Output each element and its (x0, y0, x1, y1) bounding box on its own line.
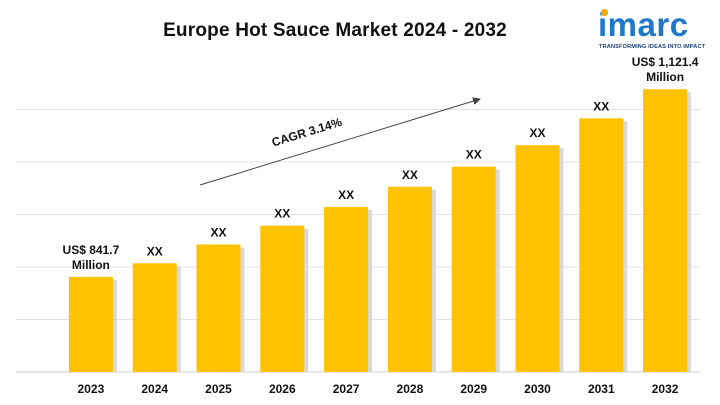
bar-2031 (579, 118, 624, 372)
data-label: US$ 841.7 (63, 243, 120, 257)
x-tick-label: 2025 (205, 382, 232, 396)
bar-2024 (132, 263, 177, 372)
imarc-logo: imarc TRANSFORMING IDEAS INTO IMPACT (598, 6, 716, 56)
x-tick-label: 2032 (652, 382, 679, 396)
data-label: XX (147, 244, 163, 258)
bar-2027 (324, 206, 369, 372)
x-tick-label: 2030 (524, 382, 551, 396)
logo-wordmark: imarc (598, 6, 689, 43)
bar-2023 (68, 276, 113, 372)
data-label: Million (646, 70, 684, 84)
x-tick-label: 2027 (333, 382, 360, 396)
logo-dot-icon (601, 9, 608, 16)
bar-2028 (387, 186, 432, 372)
x-tick-label: 2028 (397, 382, 424, 396)
bar-2029 (451, 166, 496, 372)
logo-tagline: TRANSFORMING IDEAS INTO IMPACT (599, 44, 706, 50)
x-tick-label: 2024 (141, 382, 168, 396)
bar-2026 (260, 225, 305, 372)
data-label: US$ 1,121.4 (632, 55, 699, 69)
x-tick-label: 2031 (588, 382, 615, 396)
data-label: XX (402, 168, 418, 182)
data-label: XX (593, 99, 609, 113)
bar-2032 (643, 89, 688, 372)
bars (68, 89, 692, 372)
x-tick-label: 2026 (269, 382, 296, 396)
cagr-annotation: CAGR 3.14% (199, 97, 481, 186)
data-label: XX (466, 148, 482, 162)
bar-2030 (515, 145, 560, 372)
data-label: XX (529, 126, 545, 140)
x-tick-label: 2023 (78, 382, 105, 396)
cagr-arrow (199, 97, 481, 186)
x-tick-labels: 2023 2024 2025 2026 2027 2028 2029 2030 2031 2032 (78, 382, 679, 396)
x-tick-label: 2029 (460, 382, 487, 396)
data-label: XX (210, 225, 226, 239)
bar-2025 (196, 244, 241, 372)
data-label: XX (274, 207, 290, 221)
data-label: Million (72, 258, 110, 272)
data-label: XX (338, 188, 354, 202)
chart-title: Europe Hot Sauce Market 2024 - 2032 (163, 20, 507, 41)
